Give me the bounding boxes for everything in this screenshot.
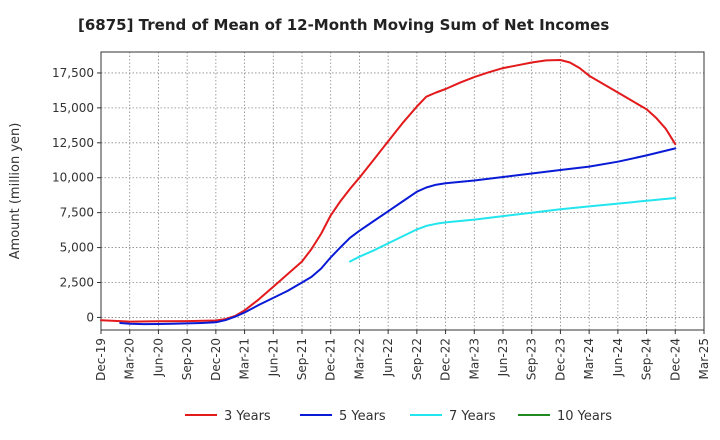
y-tick-label: 2,500 [60, 276, 94, 290]
legend-label-5-years: 5 Years [339, 409, 386, 424]
x-tick-label: Sep-24 [640, 338, 654, 380]
x-tick-label: Dec-19 [94, 338, 108, 381]
x-tick-label: Mar-22 [352, 338, 366, 379]
legend-label-10-years: 10 Years [557, 409, 612, 424]
y-tick-label: 0 [86, 310, 94, 324]
y-tick-label: 17,500 [52, 66, 94, 80]
plot-area [101, 52, 704, 330]
x-tick-label: Mar-23 [467, 338, 481, 379]
x-tick-label: Dec-24 [668, 338, 682, 381]
y-axis-label: Amount (million yen) [8, 123, 23, 260]
plot-border [100, 51, 705, 331]
chart-title: [6875] Trend of Mean of 12-Month Moving … [78, 16, 609, 34]
x-axis: Dec-19 Mar-20 Jun-20 Sep-20 Dec-20 Mar-21 Jun-… [94, 330, 711, 381]
legend-label-7-years: 7 Years [449, 409, 496, 424]
legend-label-3-years: 3 Years [224, 409, 271, 424]
y-tick-label: 12,500 [52, 136, 94, 150]
x-tick-label: Sep-20 [180, 338, 194, 380]
y-tick-label: 10,000 [52, 171, 94, 185]
x-tick-label: Jun-23 [496, 338, 510, 377]
x-tick-label: Sep-23 [525, 338, 539, 380]
x-tick-label: Mar-25 [697, 338, 711, 379]
series-line-5-years [119, 147, 677, 326]
x-tick-label: Dec-23 [553, 338, 567, 381]
x-tick-label: Sep-22 [410, 338, 424, 380]
series-line-3-years [100, 59, 677, 323]
x-tick-label: Dec-22 [439, 338, 453, 381]
x-tick-label: Mar-20 [123, 338, 137, 379]
x-tick-label: Jun-20 [151, 338, 165, 377]
x-tick-label: Dec-21 [324, 338, 338, 381]
y-tick-label: 15,000 [52, 101, 94, 115]
y-tick-label: 5,000 [60, 241, 94, 255]
x-tick-label: Jun-24 [611, 338, 625, 377]
x-tick-label: Mar-24 [582, 338, 596, 379]
x-tick-label: Sep-21 [295, 338, 309, 380]
x-tick-label: Mar-21 [238, 338, 252, 379]
x-tick-label: Jun-21 [266, 338, 280, 377]
y-axis: 0 2,500 5,000 7,500 10,000 12,500 15,000 17,500 [52, 66, 101, 324]
series-line-7-years [349, 197, 677, 263]
series-group [100, 59, 677, 326]
y-tick-label: 7,500 [60, 206, 94, 220]
x-tick-label: Dec-20 [209, 338, 223, 381]
legend: 3 Years 5 Years 7 Years 10 Years [185, 409, 612, 424]
grid [101, 52, 704, 330]
x-tick-label: Jun-22 [381, 338, 395, 377]
